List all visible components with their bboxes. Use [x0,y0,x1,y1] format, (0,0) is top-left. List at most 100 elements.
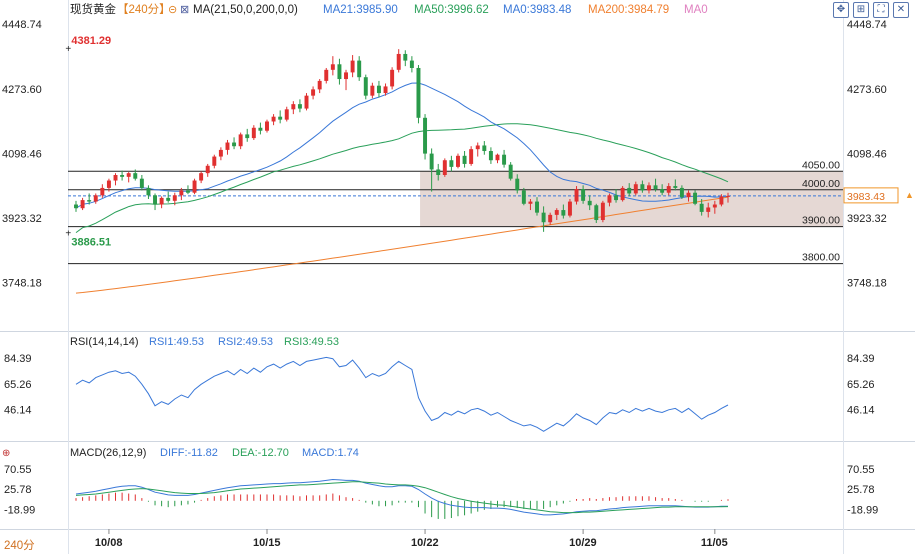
header-instrument: 现货黄金 [70,2,116,16]
macd-label: MACD(26,12,9) [70,447,146,459]
ma50-line [75,123,729,234]
header-ma21: MA21:3985.90 [323,4,398,16]
expand-icon[interactable]: ⛶ [873,2,889,18]
candle-body [416,67,421,118]
indicator-select-icon[interactable]: ⊠ [180,4,189,16]
candle-body [620,187,625,201]
candle-body [699,203,704,212]
y-tick-right: 4273.60 [847,84,887,96]
macd-dea-line [75,481,729,514]
candle-body [627,187,632,194]
y-tick-left: 4273.60 [2,84,42,96]
level-label: 4050.00 [802,159,840,171]
level-label: 4000.00 [802,178,840,190]
candle-body [693,192,698,204]
candle-body [502,154,507,165]
candle-body [554,210,559,215]
candle-body [179,190,184,196]
candle-body [442,160,447,175]
chart-toolbar: ✥ ⊞ ⛶ ✕ [833,2,909,18]
candle-body [192,180,197,193]
last-price-tag [843,187,899,204]
candle-body [357,60,362,78]
rsi3-value: RSI3:49.53 [284,336,339,348]
candle-body [383,86,388,94]
candle-body [284,109,289,120]
candle-body [436,169,441,175]
candle-body [587,200,592,206]
rsi-label: RSI(14,14,14) [70,336,138,348]
candle-body [166,197,171,201]
candle-body [686,192,691,198]
macd-dea-value: DEA:-12.70 [232,447,289,459]
candle-body [660,189,665,193]
candle-body [311,89,316,96]
candle-body [199,173,204,181]
candle-body [139,178,144,188]
x-tick-label: 10/08 [95,537,123,549]
candle-body [317,80,322,90]
settings-icon[interactable]: ⊝ [168,4,177,16]
candle-body [462,155,467,164]
rsi-y-tick-left: 65.26 [4,379,32,391]
candle-body [548,214,553,223]
header-period[interactable]: 【240分】 [117,3,171,16]
header-ma0b: MA0 [684,4,708,16]
candle-body [185,190,190,193]
candle-body [297,104,302,109]
candle-body [271,116,276,122]
x-tick-label: 10/15 [253,537,281,549]
candle-body [225,142,230,150]
candle-body [706,207,711,212]
candle-body [475,145,480,150]
macd-y-tick-right: -18.99 [847,504,878,516]
candle-body [666,186,671,193]
candle-body [251,127,256,139]
candle-body [363,77,368,96]
candle-body [159,197,164,205]
candle-body [120,175,125,177]
crosshair-icon[interactable]: ✥ [833,2,849,18]
candle-body [153,195,158,205]
candle-body [291,104,296,110]
candle-body [535,201,539,213]
candle-body [265,121,269,131]
candle-body [245,134,250,139]
peak-label: 4381.29 [71,35,111,47]
candle-body [278,116,283,120]
rsi-y-tick-right: 84.39 [847,353,875,365]
header-ma-label: MA(21,50,0,200,0,0) [193,4,298,16]
macd-hist-value: MACD:1.74 [302,447,359,459]
candle-body [113,175,118,181]
macd-y-tick-left: 70.55 [4,464,32,476]
candle-body [337,64,342,80]
candle-body [80,200,85,209]
candle-body [106,180,111,188]
candle-body [376,85,381,94]
candle-body [515,178,520,191]
y-tick-left: 4448.74 [2,19,42,31]
candle-body [212,156,217,166]
zoom-fit-icon[interactable]: ⊞ [853,2,869,18]
macd-settings-icon[interactable]: ⊕ [2,448,10,459]
macd-y-tick-left: 25.78 [4,484,32,496]
candle-body [390,69,395,87]
candle-body [508,164,513,179]
candle-body [403,53,408,61]
candle-body [567,201,572,216]
candle-body [449,160,454,167]
candle-body [238,134,243,147]
candle-body [488,151,493,161]
close-icon[interactable]: ✕ [893,2,909,18]
rsi2-value: RSI2:49.53 [218,336,273,348]
y-tick-right: 3748.18 [847,278,887,290]
candle-body [614,195,619,201]
candle-body [304,95,309,109]
rsi-y-tick-left: 46.14 [4,405,32,417]
candle-body [646,185,651,191]
rsi-line [75,356,729,432]
candle-body [633,184,638,194]
period-footer[interactable]: 240分 [4,539,35,552]
